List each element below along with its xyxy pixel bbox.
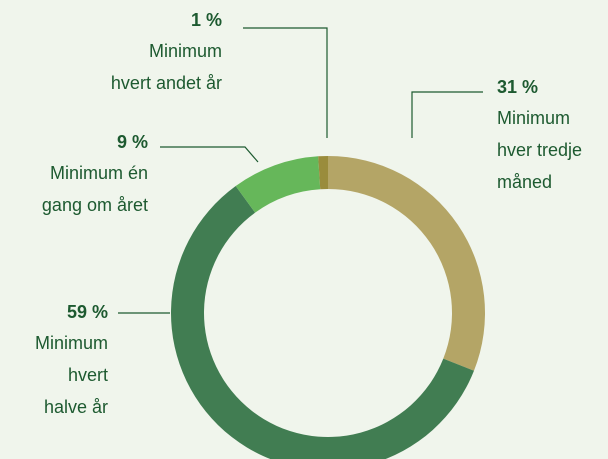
value-label: 1 % bbox=[190, 10, 222, 30]
leader-line bbox=[243, 27, 328, 138]
donut-slice bbox=[318, 156, 328, 190]
category-label: Minimum hvert andet år bbox=[110, 41, 222, 93]
slice-label: 59 % Minimum hvert halve år bbox=[35, 297, 108, 423]
category-label: Minimum hvert halve år bbox=[34, 333, 108, 417]
slice-label: 9 % Minimum én gang om året bbox=[42, 127, 148, 221]
category-label: Minimum én gang om året bbox=[41, 163, 148, 215]
value-label: 59 % bbox=[66, 302, 108, 322]
leader-line bbox=[160, 146, 259, 163]
leader-line bbox=[411, 91, 483, 138]
value-label: 9 % bbox=[116, 132, 148, 152]
donut-slice bbox=[235, 156, 321, 213]
donut-slice bbox=[328, 156, 486, 371]
slice-label: 31 % Minimum hver tredje måned bbox=[497, 72, 582, 198]
value-label: 31 % bbox=[497, 77, 539, 97]
category-label: Minimum hver tredje måned bbox=[497, 108, 583, 192]
slice-label: 1 % Minimum hvert andet år bbox=[111, 5, 222, 99]
